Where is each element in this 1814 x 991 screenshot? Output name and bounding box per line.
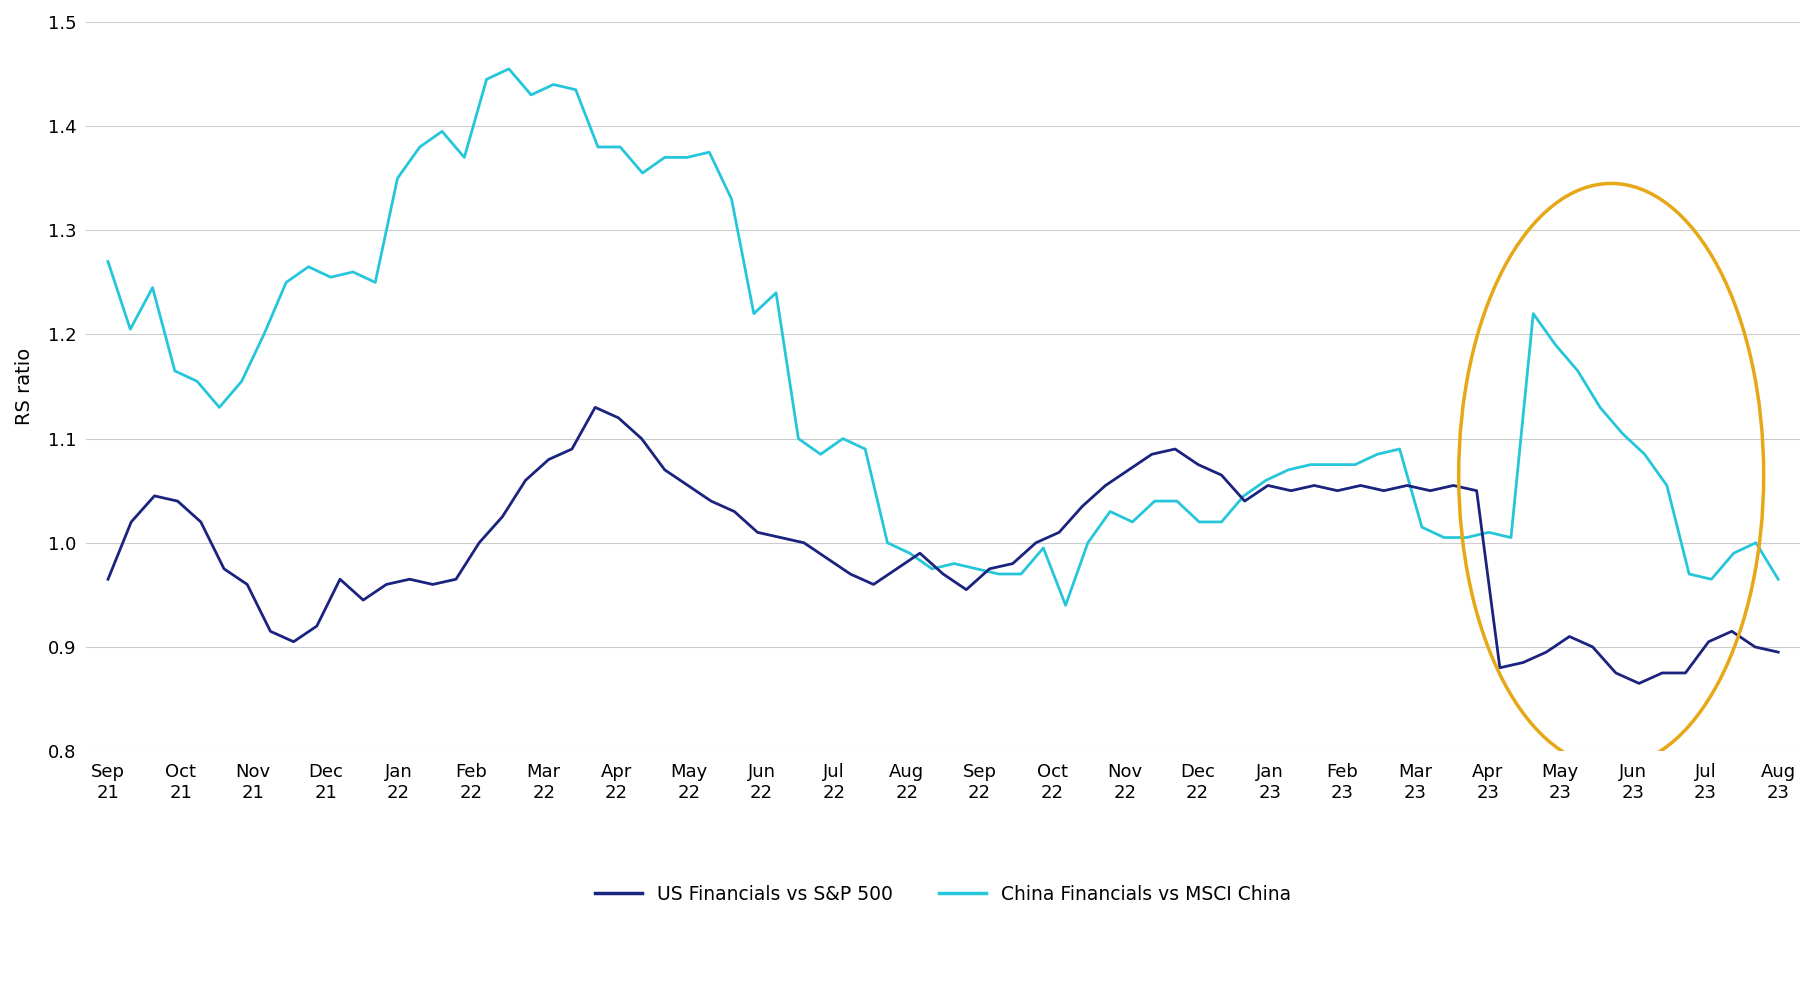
Y-axis label: RS ratio: RS ratio: [15, 348, 34, 425]
Legend: US Financials vs S&P 500, China Financials vs MSCI China: US Financials vs S&P 500, China Financia…: [588, 877, 1299, 911]
